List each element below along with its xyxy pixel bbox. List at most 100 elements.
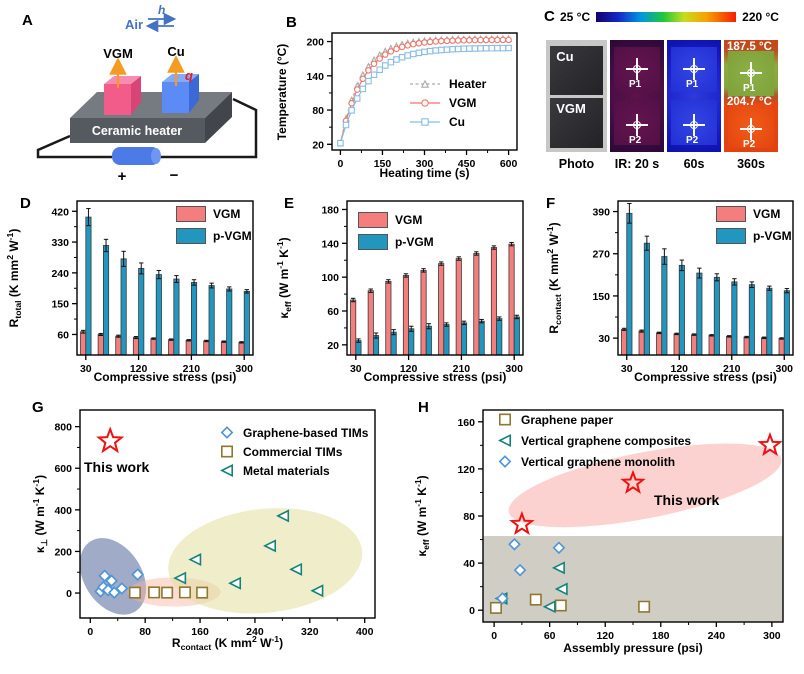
plot-frame: [79, 409, 376, 619]
legend-item-pvgm: p-VGM: [358, 231, 434, 253]
photo-tile: Cu VGM: [546, 40, 607, 152]
x-tick-label: 120: [670, 363, 688, 375]
legend-label-vgm: VGM: [213, 207, 241, 221]
panel-c-ir-images: C 25 °C 220 °C Cu VGM P1 P2: [540, 0, 804, 185]
scale-max-label: 220 °C: [742, 10, 779, 24]
triangle-left-marker: [542, 600, 556, 614]
bar-vgm: [638, 330, 645, 356]
circle-marker: [488, 36, 496, 44]
legend-label-vg-monolith: Vertical graphene monolith: [521, 454, 676, 469]
square-marker: [529, 593, 542, 606]
y-axis-label: Temperature (°C): [275, 44, 289, 141]
vgm-photo-label: VGM: [556, 101, 586, 117]
minus-label: −: [170, 167, 179, 184]
square-marker: [499, 413, 511, 426]
ir-tile-20s: P1 P2: [610, 40, 664, 152]
square-marker: [460, 45, 467, 53]
x-tick-label: 600: [500, 158, 518, 170]
circle-marker: [410, 40, 417, 48]
vgm-line-swatch: [410, 98, 440, 107]
x-axis-label: Rcontact (K mm2 W-1): [172, 634, 283, 652]
x-tick-label: 300: [763, 630, 781, 642]
panel-e-letter: E: [284, 195, 295, 212]
cu-label: Cu: [167, 44, 184, 59]
circle-marker: [404, 42, 411, 49]
panel-a-schematic: A: [0, 0, 270, 185]
y-tick-label: 390: [592, 207, 610, 219]
p2-label: P2: [686, 135, 699, 146]
plot-frame: [482, 409, 784, 623]
bar-p-vgm: [626, 212, 633, 356]
square-marker: [196, 586, 209, 599]
y-tick-label: 140: [321, 238, 339, 250]
pvgm-color-swatch: [716, 228, 746, 244]
bar-vgm: [438, 263, 445, 356]
diamond-marker: [508, 537, 521, 551]
this-work-annotation: This work: [654, 492, 720, 508]
p1-crosshair: P1: [740, 62, 762, 94]
x-tick-label: 210: [183, 363, 201, 375]
bar-p-vgm: [390, 331, 397, 356]
power-supply-end: [151, 148, 161, 164]
triangle-left-marker: [554, 582, 568, 596]
panel-h-legend: Graphene paper Vertical graphene composi…: [496, 409, 691, 472]
schematic-drawing: Air h VGM Cu q Ceramic heater + −: [36, 3, 258, 185]
bar-p-vgm: [103, 245, 110, 356]
p1-label: P1: [686, 79, 699, 90]
y-tick-label: 120: [457, 464, 475, 476]
y-tick-label: 420: [51, 206, 69, 218]
heater-top-face: [70, 92, 232, 118]
ir-tile-360s: 187.5 °C 204.7 °C P1 P2: [724, 40, 778, 152]
square-marker: [415, 49, 423, 57]
y-tick-label: 60: [327, 306, 339, 318]
square-marker: [365, 77, 372, 85]
square-marker: [477, 45, 484, 52]
square-marker: [398, 54, 406, 61]
legend-label-graphene-paper: Graphene paper: [521, 412, 614, 427]
square-marker: [353, 95, 361, 102]
square-marker: [178, 586, 191, 599]
cu-line-swatch: [410, 117, 440, 126]
bar-p-vgm: [138, 268, 145, 356]
ceramic-heater-label: Ceramic heater: [92, 124, 182, 138]
diamond-marker: [131, 568, 144, 581]
x-tick-label: 120: [130, 363, 148, 375]
cu-block-top: [162, 74, 199, 82]
square-marker: [421, 48, 428, 56]
y-tick-label: 800: [54, 422, 72, 434]
legend-label-vgm: VGM: [395, 213, 423, 227]
bar-p-vgm: [208, 285, 215, 356]
x-tick-label: 300: [235, 363, 253, 375]
bar-p-vgm: [696, 272, 703, 356]
square-marker: [466, 45, 473, 52]
legend-item-vgm: VGM: [716, 203, 792, 225]
triangle-left-marker: [173, 571, 187, 585]
y-axis-label: κeff (W m-1 K-1): [413, 475, 431, 556]
square-marker: [393, 56, 400, 63]
panel-b-legend: Heater VGM Cu: [408, 74, 486, 131]
panel-c-letter: C: [544, 8, 555, 25]
bar-p-vgm: [120, 258, 127, 356]
legend-item-graphene-tims: Graphene-based TIMs: [218, 423, 368, 442]
square-marker: [554, 599, 567, 612]
circle-marker: [421, 98, 429, 107]
diamond-marker: [513, 563, 527, 577]
square-marker: [342, 121, 350, 129]
bar-vgm: [115, 335, 122, 356]
legend-label-vgm: VGM: [449, 95, 477, 110]
panel-h-letter: H: [418, 399, 429, 416]
x-tick-label: 300: [775, 363, 793, 375]
diamond-marker: [552, 541, 566, 555]
vgm-block-front: [104, 84, 131, 115]
y-tick-label: 240: [51, 268, 69, 280]
bar-p-vgm: [496, 318, 503, 356]
circle-marker: [387, 48, 395, 55]
legend-item-vg-monolith: Vertical graphene monolith: [496, 451, 691, 472]
p2-label: P2: [629, 135, 642, 146]
bar-vgm: [220, 341, 228, 356]
circle-marker: [443, 37, 451, 45]
circle-marker: [393, 45, 400, 53]
x-tick-label: 0: [337, 158, 343, 170]
pvgm-color-swatch: [176, 228, 206, 244]
